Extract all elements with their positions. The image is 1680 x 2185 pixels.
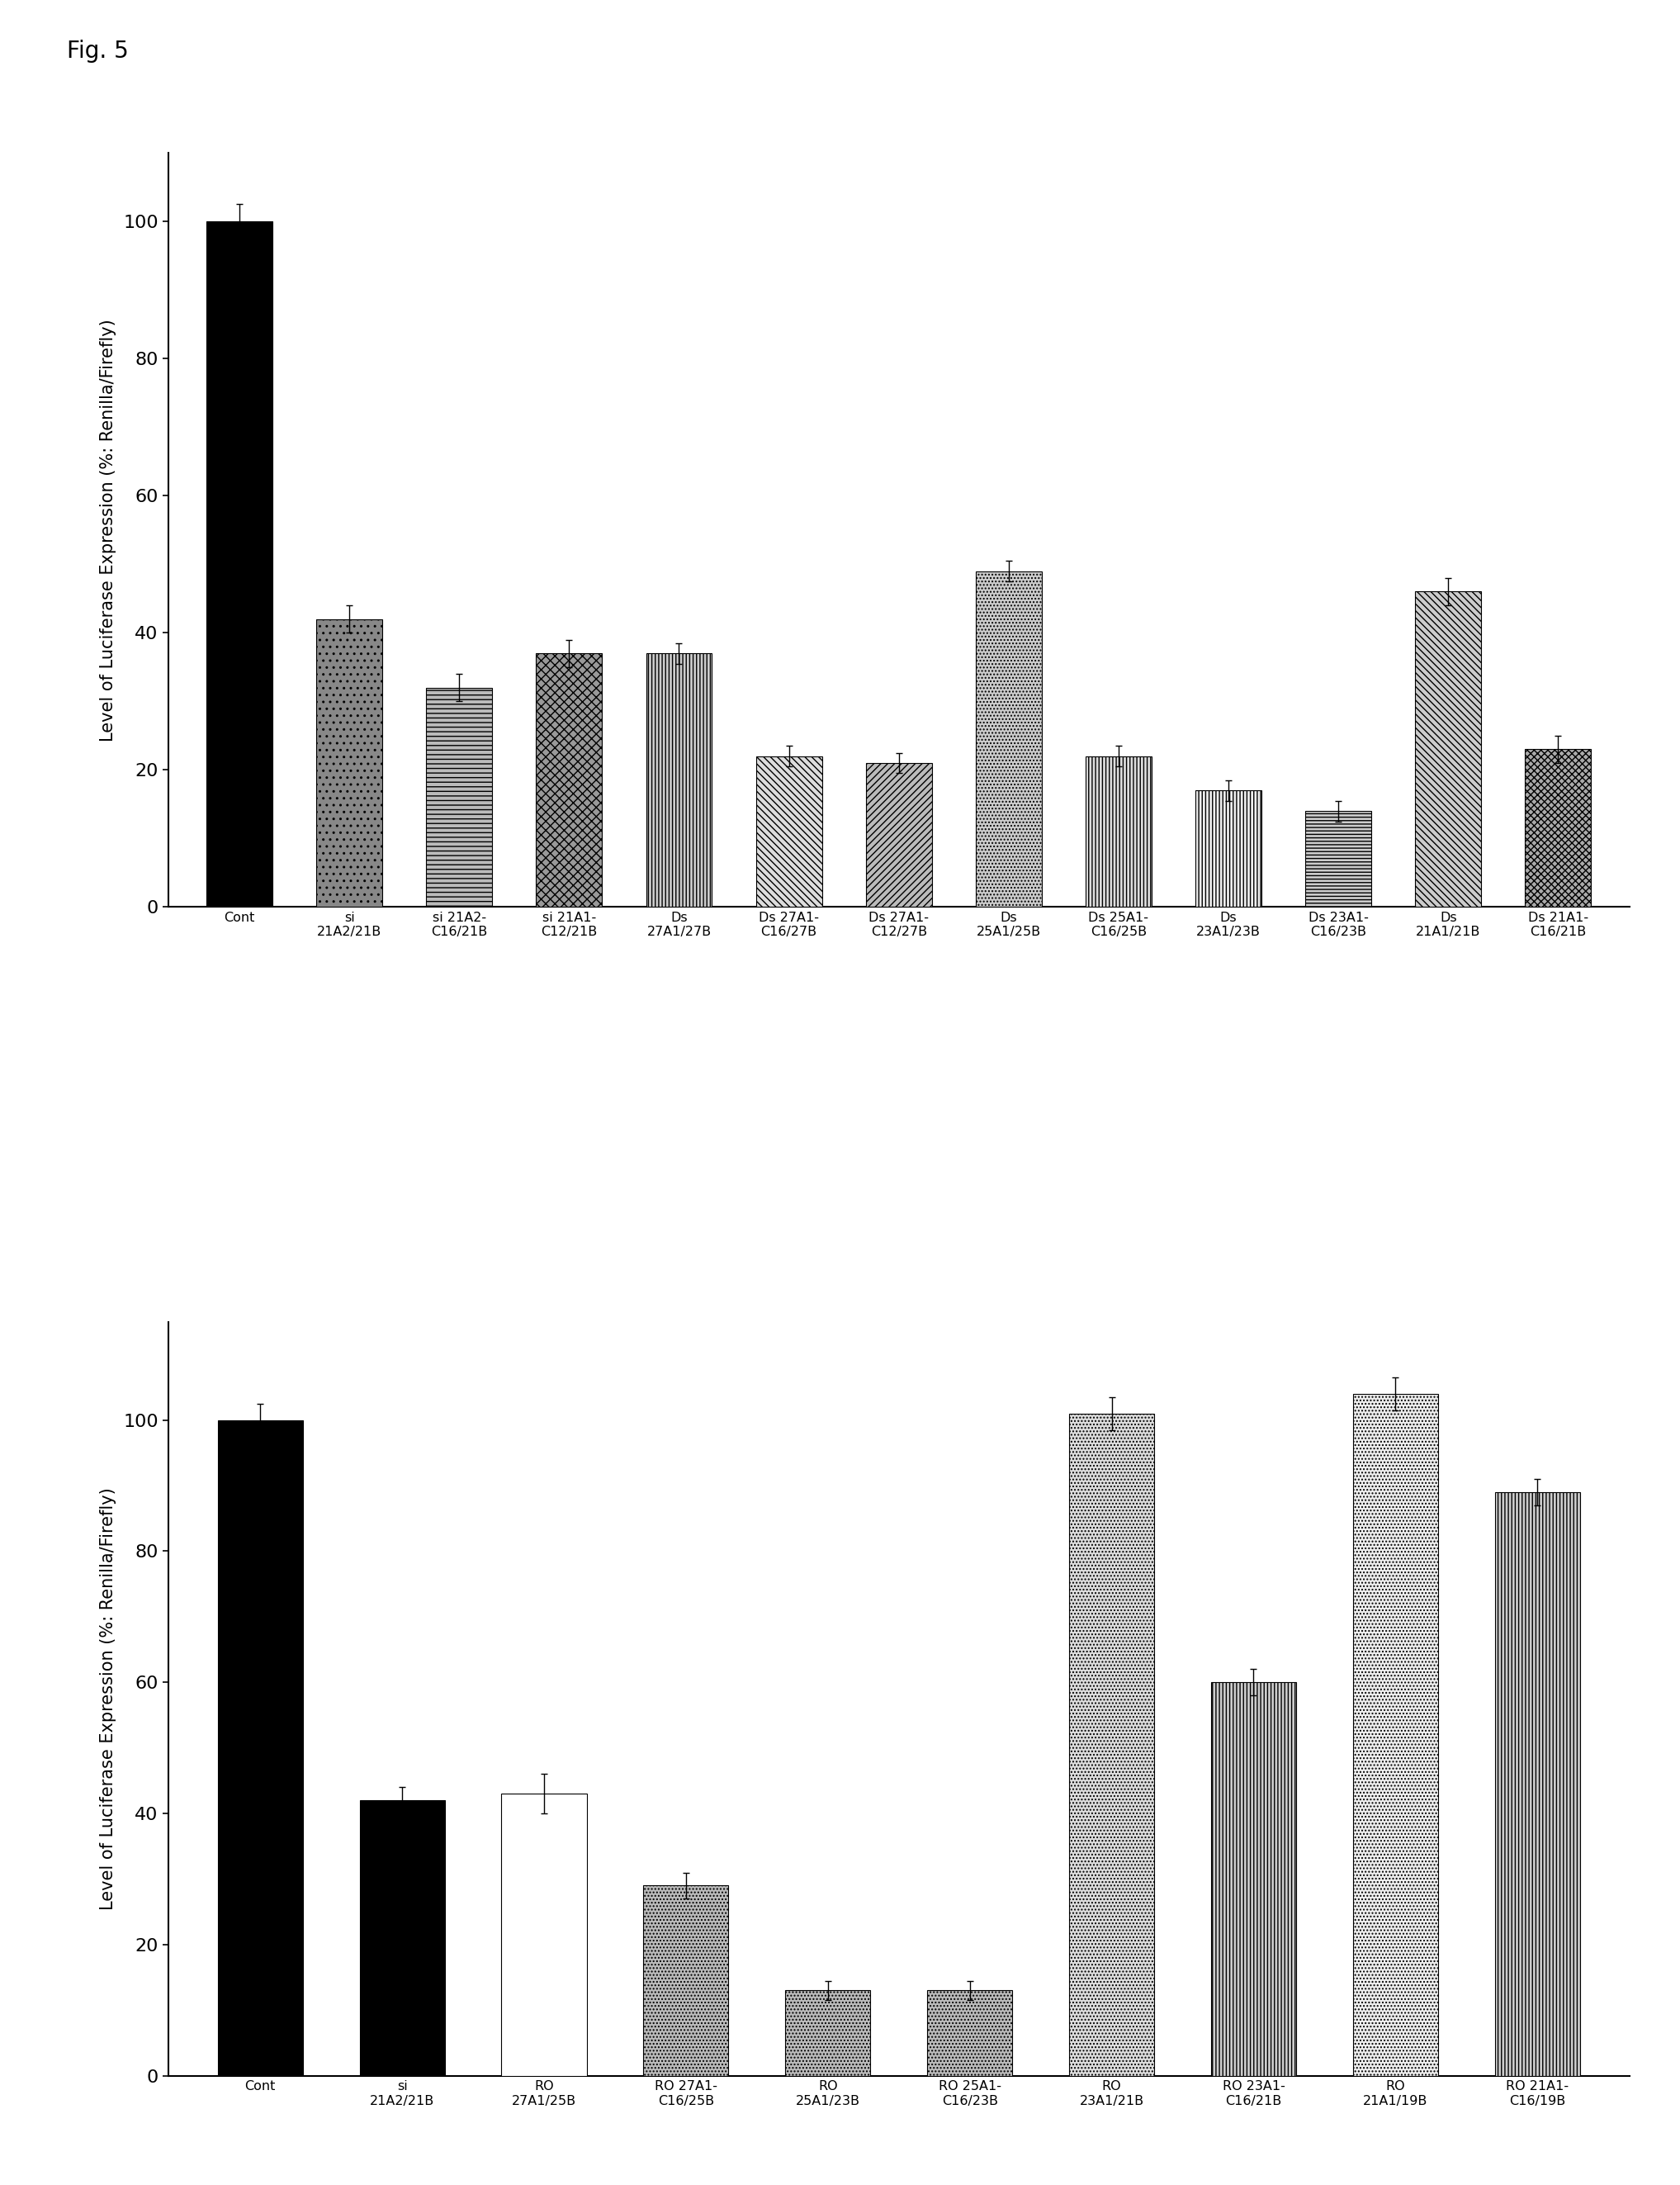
Bar	[316, 618, 383, 907]
Bar	[1415, 592, 1482, 907]
Bar	[643, 1886, 729, 2076]
Bar	[1196, 791, 1262, 907]
Bar	[865, 763, 932, 907]
Bar	[218, 1420, 302, 2076]
Bar	[1085, 756, 1151, 907]
Bar	[1525, 749, 1591, 907]
Bar	[360, 1800, 445, 2076]
Bar	[1211, 1682, 1297, 2076]
Bar	[536, 653, 601, 907]
Y-axis label: Level of Luciferase Expression (%: Renilla/Firefly): Level of Luciferase Expression (%: Renil…	[99, 1488, 116, 1910]
Bar	[1352, 1394, 1438, 2076]
Bar	[207, 221, 272, 907]
Bar	[1305, 811, 1371, 907]
Bar	[976, 570, 1042, 907]
Bar	[647, 653, 712, 907]
Bar	[785, 1991, 870, 2076]
Y-axis label: Level of Luciferase Expression (%: Renilla/Firefly): Level of Luciferase Expression (%: Renil…	[99, 319, 116, 741]
Bar	[927, 1991, 1013, 2076]
Text: Fig. 5: Fig. 5	[67, 39, 129, 63]
Bar	[756, 756, 822, 907]
Bar	[1495, 1492, 1579, 2076]
Bar	[501, 1794, 586, 2076]
Bar	[1068, 1414, 1154, 2076]
Bar	[427, 688, 492, 907]
